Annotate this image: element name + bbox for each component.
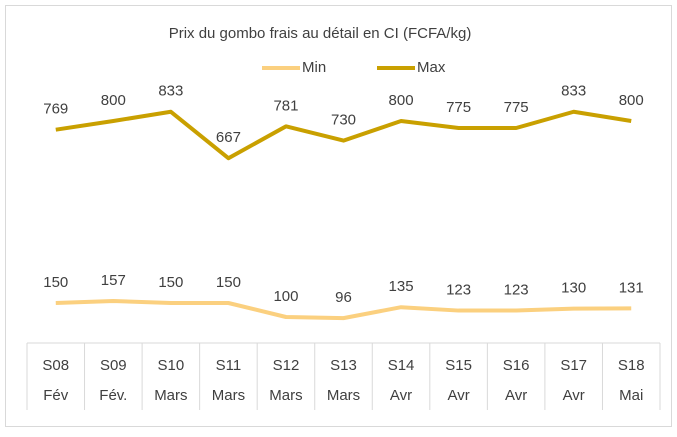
x-tick-label: S18: [618, 357, 645, 374]
data-label: 100: [273, 288, 298, 305]
data-label: 123: [504, 282, 529, 299]
x-group-label: Mars: [269, 387, 302, 404]
data-label: 150: [43, 274, 68, 291]
data-label: 123: [446, 282, 471, 299]
chart-frame: [5, 5, 672, 427]
data-label: 800: [619, 92, 644, 109]
data-label: 833: [158, 83, 183, 100]
data-label: 775: [504, 99, 529, 116]
x-group-label: Mars: [212, 387, 245, 404]
data-label: 781: [273, 97, 298, 114]
x-group-label: Fév.: [99, 387, 127, 404]
x-tick-label: S08: [42, 357, 69, 374]
data-label: 150: [158, 274, 183, 291]
x-group-label: Mars: [327, 387, 360, 404]
data-label: 135: [389, 278, 414, 295]
x-group-label: Avr: [390, 387, 412, 404]
legend-label: Min: [302, 59, 326, 76]
legend-label: Max: [417, 59, 446, 76]
x-tick-label: S11: [216, 357, 242, 374]
x-group-label: Avr: [505, 387, 527, 404]
data-label: 131: [619, 279, 644, 296]
x-group-label: Avr: [447, 387, 469, 404]
data-label: 800: [389, 92, 414, 109]
x-tick-label: S16: [503, 357, 530, 374]
data-label: 769: [43, 101, 68, 118]
series-line: [55, 109, 632, 161]
x-tick-label: S17: [560, 357, 587, 374]
data-label: 833: [561, 83, 586, 100]
data-label: 150: [216, 274, 241, 291]
data-label: 96: [335, 289, 352, 306]
chart-title: Prix du gombo frais au détail en CI (FCF…: [169, 25, 472, 42]
data-label: 730: [331, 112, 356, 129]
data-label: 800: [101, 92, 126, 109]
data-label: 157: [101, 272, 126, 289]
x-group-label: Fév: [43, 387, 69, 404]
x-group-label: Mai: [619, 387, 643, 404]
series-line: [55, 299, 632, 321]
data-label: 130: [561, 280, 586, 297]
x-group-label: Mars: [154, 387, 187, 404]
data-label: 667: [216, 129, 241, 146]
x-tick-label: S15: [445, 357, 472, 374]
data-label: 775: [446, 99, 471, 116]
x-group-label: Avr: [563, 387, 585, 404]
x-tick-label: S10: [158, 357, 185, 374]
x-tick-label: S09: [100, 357, 127, 374]
x-tick-label: S14: [388, 357, 415, 374]
x-tick-label: S13: [330, 357, 357, 374]
x-tick-label: S12: [273, 357, 300, 374]
